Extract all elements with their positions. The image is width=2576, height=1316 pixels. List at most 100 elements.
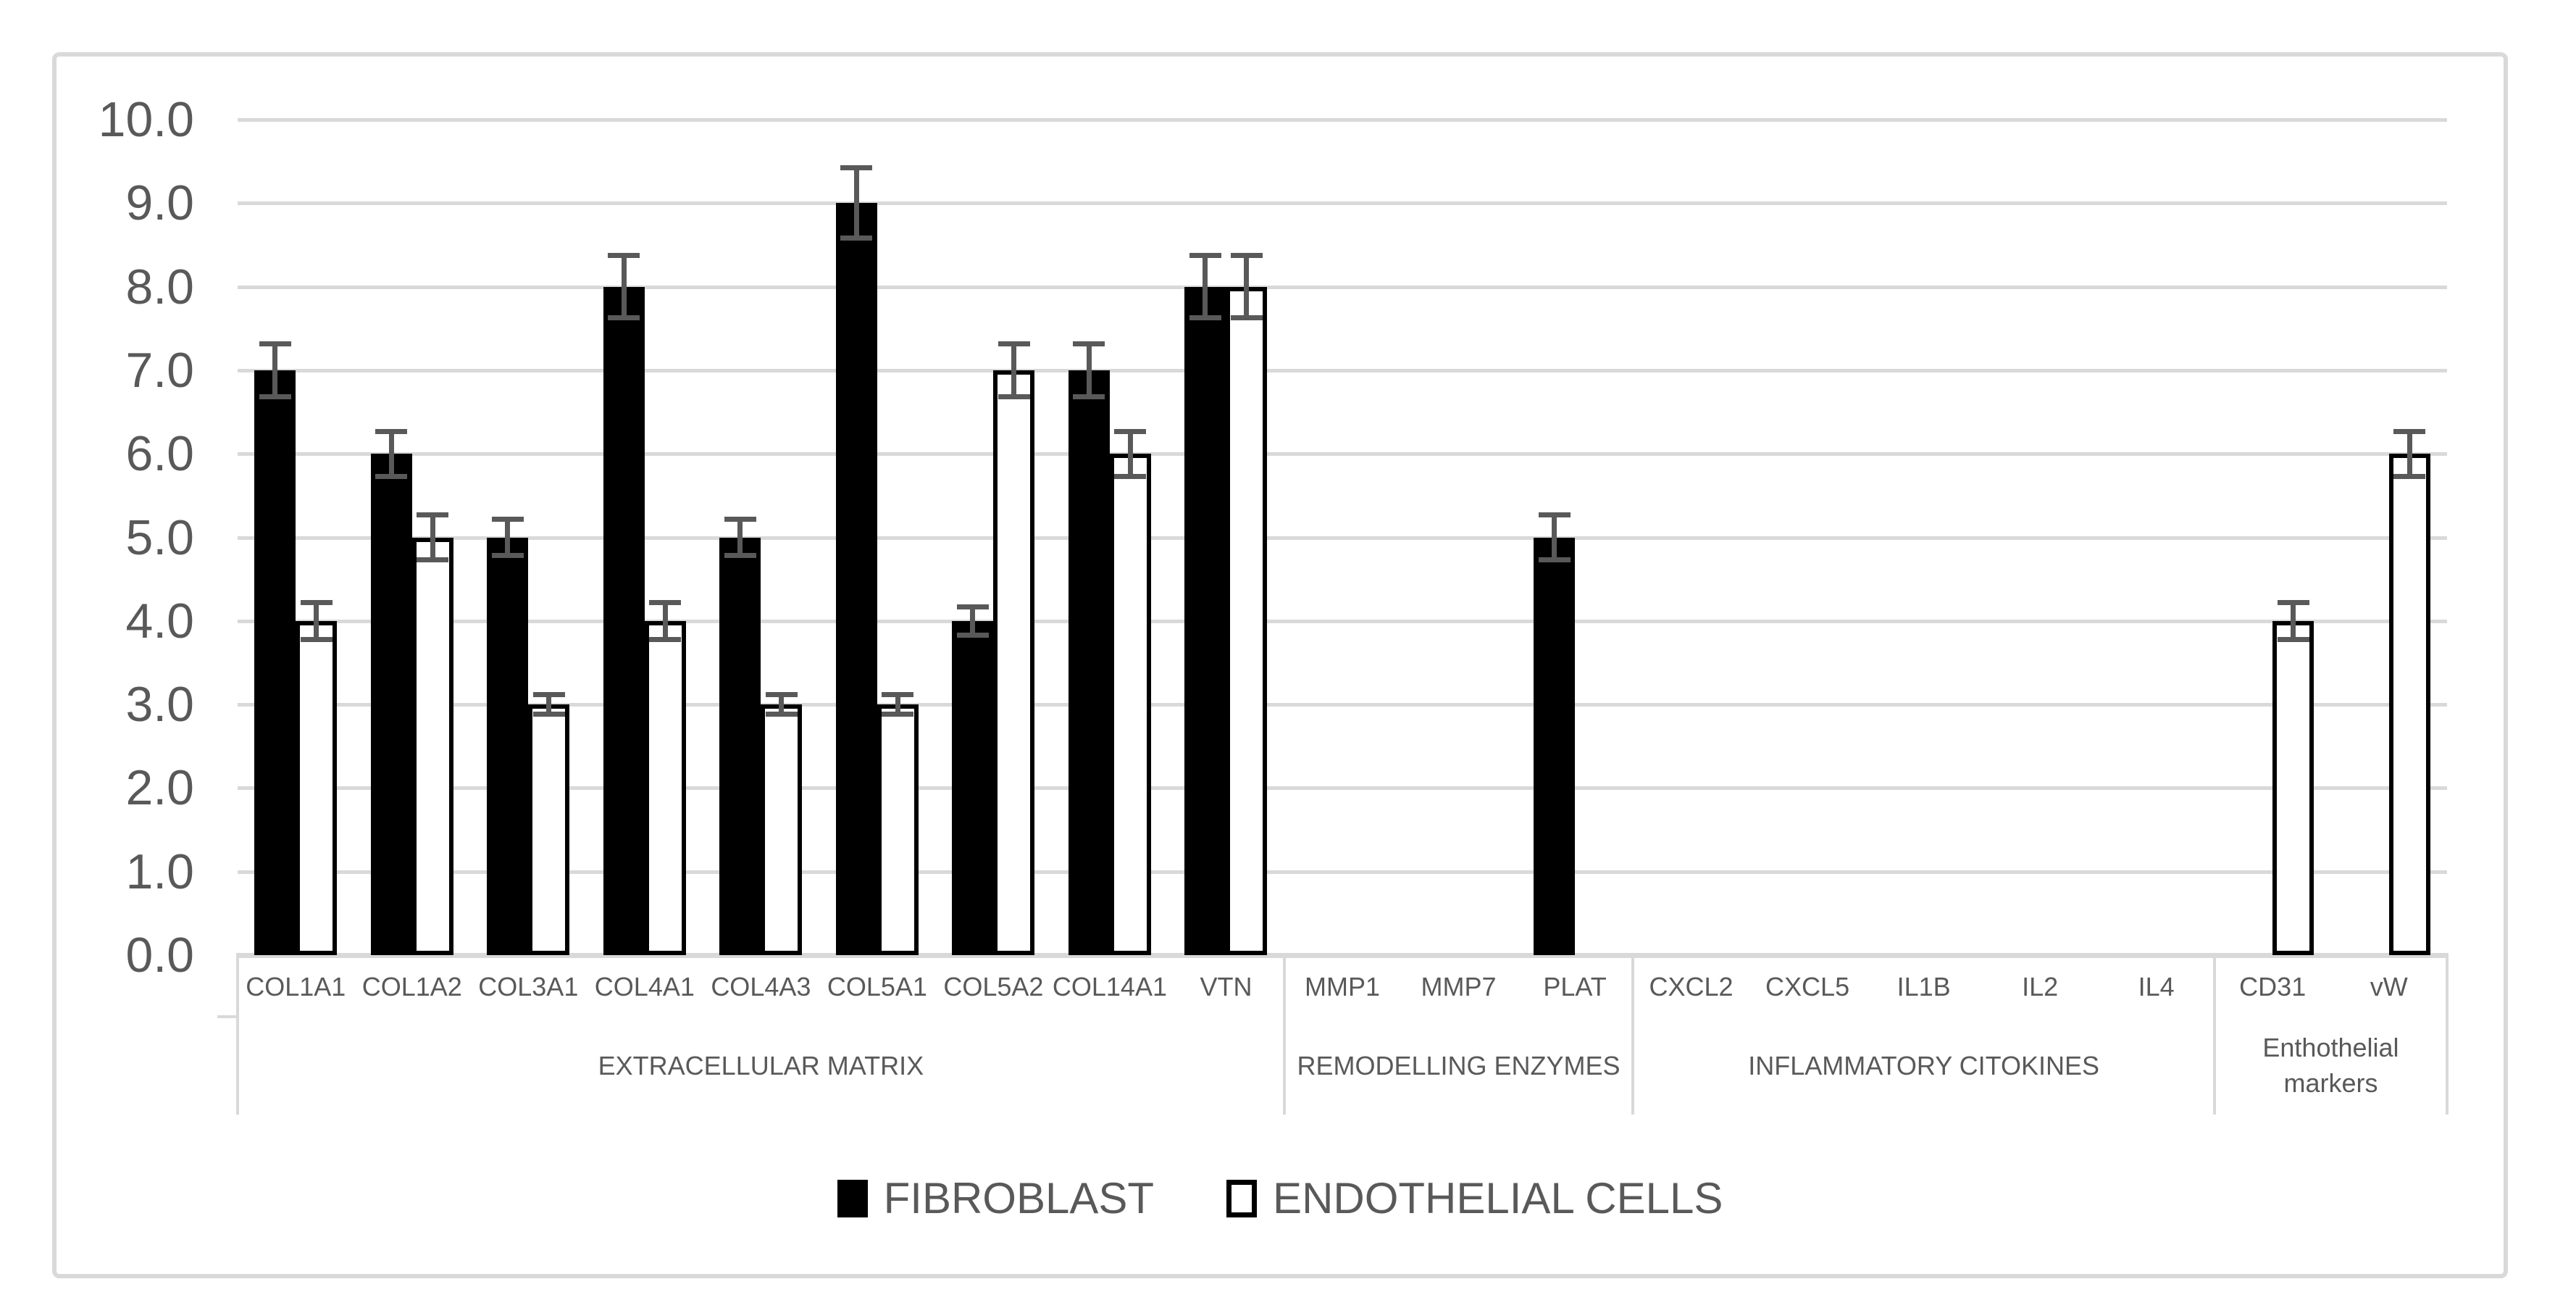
error-bar-COL1A2 — [375, 428, 408, 479]
category-label-MMP1: MMP1 — [1304, 972, 1380, 1001]
category-label-IL4: IL4 — [2138, 972, 2175, 1001]
category-label-PLAT: PLAT — [1543, 972, 1607, 1001]
bar-endothelial-cells-COL5A1 — [877, 704, 919, 955]
error-bar-COL1A1 — [259, 341, 291, 400]
error-bar-part — [505, 516, 511, 559]
category-label-COL4A3: COL4A3 — [711, 972, 811, 1001]
error-bar-part — [1244, 253, 1250, 320]
category-label-COL5A1: COL5A1 — [827, 972, 927, 1001]
category-label-COL1A1: COL1A1 — [246, 972, 346, 1001]
legend-item-fibroblast: FIBROBLAST — [837, 1173, 1154, 1225]
bar-fibroblast-COL14A1 — [1068, 370, 1110, 955]
gridline — [238, 201, 2447, 206]
bar-fibroblast-COL5A1 — [835, 203, 877, 955]
bar-endothelial-cells-vW — [2388, 454, 2430, 955]
error-bar-part — [388, 428, 394, 479]
bar-fibroblast-VTN — [1184, 286, 1226, 955]
legend-label-endothelial-cells: ENDOTHELIAL CELLS — [1273, 1174, 1723, 1223]
error-bar-VTN — [1189, 253, 1221, 320]
error-bar-part — [2291, 599, 2296, 642]
error-bar-part — [970, 604, 976, 638]
bar-fibroblast-COL1A1 — [254, 370, 296, 955]
gridline — [238, 703, 2447, 707]
error-bar-part — [1127, 428, 1133, 479]
legend-swatch-fibroblast — [837, 1180, 868, 1217]
chart-frame — [52, 52, 2508, 1278]
y-tick-label: 0.0 — [125, 928, 194, 983]
bar-endothelial-cells-COL4A1 — [644, 620, 686, 955]
category-label-IL2: IL2 — [2022, 972, 2059, 1001]
error-bar-part — [621, 253, 627, 320]
group-label: Enthothelial markers — [2262, 1033, 2399, 1098]
gridline — [238, 536, 2447, 540]
y-tick-label: 2.0 — [125, 760, 194, 816]
category-group-divider — [1282, 955, 1286, 1115]
error-bar-COL1A2 — [417, 512, 449, 563]
category-label-CXCL2: CXCL2 — [1649, 972, 1734, 1001]
category-label-MMP7: MMP7 — [1421, 972, 1497, 1001]
error-bar-part — [662, 599, 668, 642]
error-bar-COL14A1 — [1073, 341, 1105, 400]
gridline — [238, 619, 2447, 623]
y-tick-label: 1.0 — [125, 844, 194, 899]
category-group-divider — [2212, 955, 2216, 1115]
error-bar-COL4A3 — [724, 516, 756, 559]
group-label: REMODELLING ENZYMES — [1297, 1050, 1621, 1080]
gridline — [238, 368, 2447, 372]
category-label-COL14A1: COL14A1 — [1052, 972, 1167, 1001]
bar-endothelial-cells-COL1A1 — [296, 620, 338, 955]
bar-endothelial-cells-COL14A1 — [1109, 454, 1151, 955]
bar-fibroblast-PLAT — [1534, 537, 1576, 955]
category-label-VTN: VTN — [1200, 972, 1253, 1001]
error-bar-part — [737, 516, 743, 559]
legend-item-endothelial-cells: ENDOTHELIAL CELLS — [1226, 1173, 1723, 1225]
bar-fibroblast-COL3A1 — [487, 537, 529, 955]
error-bar-part — [1203, 253, 1208, 320]
y-tick-label: 3.0 — [125, 677, 194, 733]
bar-endothelial-cells-COL3A1 — [528, 704, 570, 955]
bar-endothelial-cells-COL4A3 — [761, 704, 803, 955]
bar-fibroblast-COL4A3 — [719, 537, 761, 955]
error-bar-part — [546, 691, 552, 717]
error-bar-part — [853, 165, 859, 241]
category-label-COL1A2: COL1A2 — [361, 972, 462, 1001]
bar-endothelial-cells-COL1A2 — [411, 537, 453, 955]
error-bar-COL1A1 — [300, 599, 333, 642]
error-bar-part — [2406, 428, 2412, 479]
y-tick-label: 10.0 — [98, 92, 194, 147]
bar-fibroblast-COL4A1 — [603, 286, 645, 955]
error-bar-part — [895, 691, 900, 717]
error-bar-COL5A1 — [840, 165, 873, 241]
error-bar-COL5A2 — [956, 604, 989, 638]
category-label-COL3A1: COL3A1 — [478, 972, 579, 1001]
error-bar-COL14A1 — [1114, 428, 1147, 479]
error-bar-COL4A1 — [649, 599, 682, 642]
gridline — [238, 118, 2447, 122]
category-label-COL5A2: COL5A2 — [943, 972, 1044, 1001]
bar-fibroblast-COL1A2 — [370, 454, 412, 955]
error-bar-part — [430, 512, 435, 563]
category-group-divider — [1631, 955, 1635, 1115]
y-tick-label: 6.0 — [125, 426, 194, 482]
error-bar-part — [1011, 341, 1017, 400]
error-bar-VTN — [1230, 253, 1263, 320]
error-bar-part — [272, 341, 278, 400]
error-bar-vW — [2393, 428, 2426, 479]
category-group-divider — [2446, 955, 2449, 1115]
category-group-divider — [236, 955, 239, 1115]
y-tick-label: 8.0 — [125, 259, 194, 315]
error-bar-COL5A1 — [882, 691, 914, 717]
legend-label-fibroblast: FIBROBLAST — [883, 1174, 1155, 1223]
group-label: EXTRACELLULAR MATRIX — [598, 1050, 924, 1080]
error-bar-COL4A1 — [608, 253, 640, 320]
axis-level-tick — [217, 1015, 239, 1018]
legend: FIBROBLAST ENDOTHELIAL CELLS — [52, 1173, 2508, 1225]
error-bar-part — [314, 599, 319, 642]
gridline — [238, 285, 2447, 289]
error-bar-COL4A3 — [765, 691, 798, 717]
error-bar-COL3A1 — [491, 516, 524, 559]
bar-endothelial-cells-CD31 — [2272, 620, 2314, 955]
error-bar-part — [779, 691, 785, 717]
x-axis-line — [236, 953, 2449, 958]
